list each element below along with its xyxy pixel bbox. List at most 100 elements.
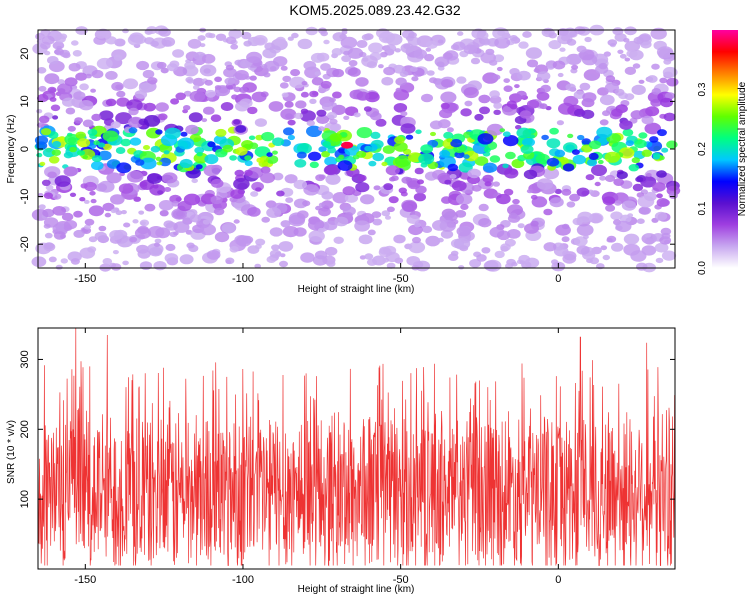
colorbar-ticks: 0.0 0.1 0.2 0.3 [697,82,708,275]
heatmap-cell [526,99,540,109]
heatmap-cell [115,112,132,125]
heatmap-cell [50,104,61,112]
heatmap-cell [44,50,51,56]
heatmap-cell [69,192,77,197]
heatmap-cell [166,63,178,72]
heatmap-cell [373,185,381,191]
heatmap-x-label: Height of straight line (km) [298,284,415,295]
heatmap-cell [294,159,307,168]
heatmap-cell [38,204,46,210]
y-tick-label: 10 [19,95,31,107]
heatmap-cell [391,175,399,181]
heatmap-cell [654,211,668,221]
heatmap-cell [89,191,96,196]
heatmap-cell [625,140,634,147]
heatmap-cell [234,169,245,177]
heatmap-cell [156,161,163,166]
heatmap-cell [493,54,505,63]
heatmap-cell [102,258,113,265]
heatmap-cell [656,193,663,199]
heatmap-cell [91,69,104,79]
heatmap-cell [96,57,113,70]
heatmap-cell [177,200,192,212]
heatmap-cell [613,178,625,187]
heatmap-cell [84,181,97,192]
heatmap-cell [225,36,237,45]
heatmap-cell [636,262,648,271]
heatmap-cell [434,56,450,68]
heatmap-cell [481,247,491,254]
heatmap-cell [121,210,127,215]
heatmap-cell [341,55,351,63]
heatmap-cell [656,46,674,58]
heatmap-cell [263,72,271,78]
heatmap-cell [157,190,164,195]
heatmap-cell [358,234,373,245]
colorbar-tick-label: 0.2 [697,142,708,156]
heatmap-cell [44,242,55,250]
heatmap-cell [519,110,532,119]
heatmap-cell [552,60,566,70]
heatmap-cell [611,242,624,252]
heatmap-cell [386,262,396,269]
heatmap-cell [506,229,521,239]
heatmap-cell [337,160,353,171]
heatmap-cell [632,183,644,192]
heatmap-cell [394,136,405,144]
heatmap-cell [77,138,91,148]
heatmap-cell [372,152,385,162]
heatmap-cell [153,261,167,271]
heatmap-cell [323,220,338,231]
heatmap-cell [318,146,327,153]
heatmap-cell [163,187,172,192]
heatmap-cell [661,250,677,261]
heatmap-cell [205,89,217,98]
heatmap-cell [132,219,139,224]
heatmap-cell [548,40,562,50]
heatmap-cell [385,215,391,220]
heatmap-cell [505,151,516,160]
heatmap-cell [627,213,634,218]
heatmap-cell [36,122,45,128]
heatmap-cell [227,85,234,90]
heatmap-cell [318,202,325,207]
heatmap-cell [565,144,575,152]
heatmap-cell [576,187,590,197]
heatmap-cell [561,223,570,230]
heatmap-cell [84,218,95,226]
heatmap-cell [83,199,90,204]
heatmap-cell [661,147,669,153]
heatmap-cell [122,28,129,34]
heatmap-cell [536,91,550,101]
heatmap-cell [309,161,319,169]
heatmap-cell [483,147,491,153]
heatmap-cell [441,79,454,88]
heatmap-cell [248,135,256,141]
heatmap-cell [164,253,179,263]
heatmap-cell [638,132,648,139]
heatmap-cell [526,189,533,194]
heatmap-cell [40,41,51,50]
heatmap-cell [471,184,482,192]
heatmap-cell [525,47,543,59]
heatmap-cell [220,102,234,111]
heatmap-cell [53,231,66,240]
heatmap-cell [607,39,618,46]
heatmap-cell [269,227,283,237]
x-tick-label: -50 [393,574,409,586]
heatmap-cell [543,242,557,252]
heatmap-cell [39,161,46,166]
heatmap-cell [180,131,188,137]
heatmap-cell [42,208,55,218]
heatmap-cell [47,171,57,179]
heatmap-cell [280,220,291,228]
heatmap-cell [213,207,225,216]
heatmap-cell [368,160,377,167]
colorbar-tick-label: 0.0 [697,261,708,275]
heatmap-cell [71,40,79,46]
heatmap-cell [381,76,394,86]
heatmap-cell [415,129,422,135]
heatmap-cell [611,108,623,117]
heatmap-cell [154,238,162,244]
